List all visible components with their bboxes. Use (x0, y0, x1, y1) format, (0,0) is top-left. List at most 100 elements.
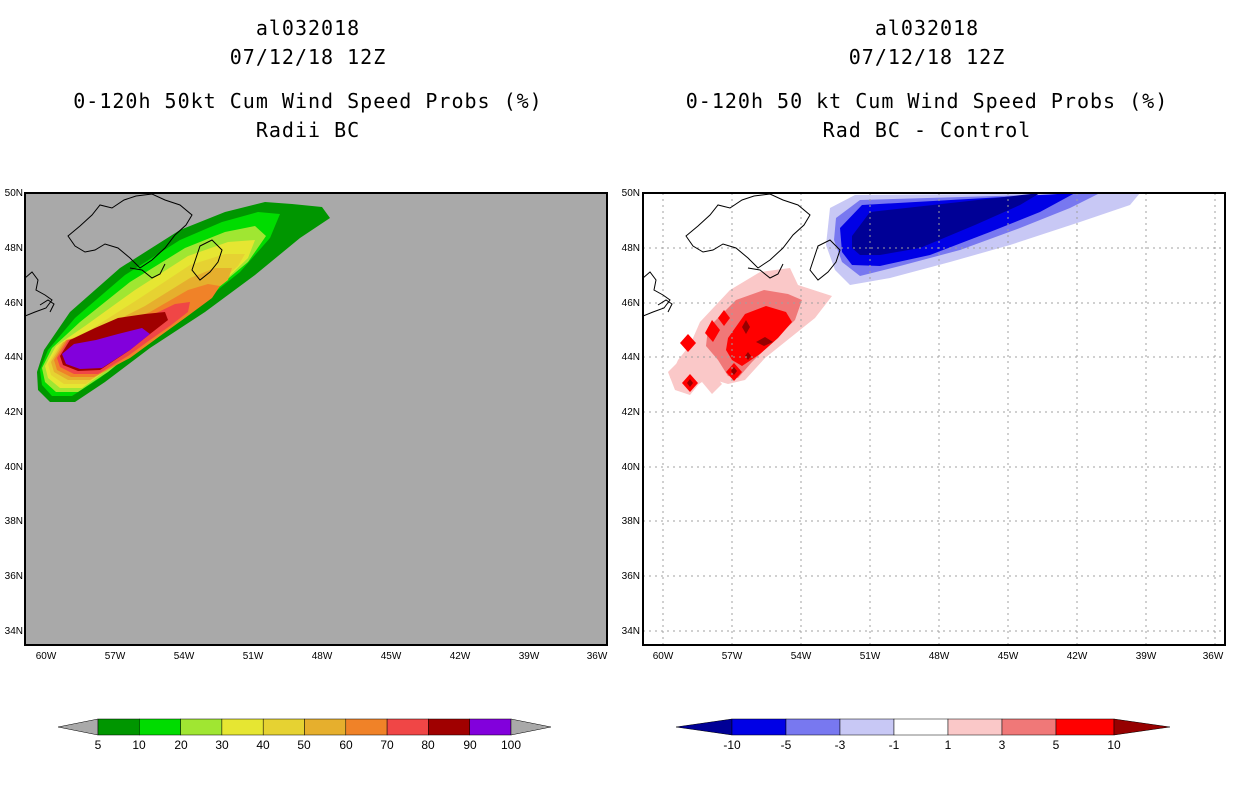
right-gridlines (643, 193, 1225, 645)
right-colorbar-label: 5 (1053, 738, 1060, 752)
right-title: 0-120h 50 kt Cum Wind Speed Probs (%) (685, 89, 1169, 113)
right-lon-label: 51W (860, 651, 881, 662)
prob-band-90 (62, 328, 150, 369)
left-colorbar-swatch (97, 718, 140, 736)
right-lon-label: 36W (1203, 651, 1224, 662)
left-colorbar-label: 40 (256, 738, 270, 752)
right-lat-label: 42N (622, 407, 640, 418)
left-lat-label: 42N (5, 407, 23, 418)
right-subtitle: Rad BC - Control (822, 118, 1032, 142)
left-storm-id: al032018 (255, 16, 361, 40)
left-coastlines (25, 193, 223, 317)
diff-band-plus-10-c (745, 352, 751, 360)
left-lon-label: 36W (587, 651, 608, 662)
left-date: 07/12/18 12Z (229, 45, 387, 69)
left-colorbar-low-arrow (57, 718, 99, 736)
left-lat-labels: 50N 48N 46N 44N 42N 40N 38N 36N 34N (5, 188, 23, 637)
right-lat-label: 46N (622, 298, 640, 309)
right-lat-label: 44N (622, 352, 640, 363)
right-colorbar-label: -10 (723, 738, 741, 752)
left-lon-label: 48W (312, 651, 333, 662)
right-colorbar-label: -1 (889, 738, 900, 752)
right-coastlines (643, 193, 841, 317)
right-lon-label: 42W (1067, 651, 1088, 662)
left-colorbar-label: 5 (95, 738, 102, 752)
left-colorbar-high-arrow (510, 718, 552, 736)
left-colorbar-label: 20 (174, 738, 188, 752)
right-lon-label: 39W (1136, 651, 1157, 662)
diff-band-plus-5-a (680, 334, 696, 352)
right-colorbar-swatch (1001, 718, 1057, 736)
left-colorbar-swatch (345, 718, 388, 736)
diff-band-plus-5 (726, 306, 792, 366)
right-lon-label: 57W (722, 651, 743, 662)
right-lat-label: 36N (622, 571, 640, 582)
left-colorbar-label: 30 (215, 738, 229, 752)
left-lon-label: 42W (450, 651, 471, 662)
left-subtitle: Radii BC (255, 118, 361, 142)
left-colorbar-swatch (304, 718, 347, 736)
left-lat-label: 34N (5, 626, 23, 637)
diff-band-minus-10 (852, 193, 1040, 255)
left-colorbar-swatch (221, 718, 264, 736)
left-colorbar-label: 70 (380, 738, 394, 752)
left-lat-label: 50N (5, 188, 23, 199)
right-date: 07/12/18 12Z (848, 45, 1006, 69)
right-lat-labels: 50N 48N 46N 44N 42N 40N 38N 36N 34N (622, 188, 640, 637)
right-colorbar-swatch (731, 718, 787, 736)
right-lon-label: 60W (653, 651, 674, 662)
right-map-background (643, 193, 1225, 645)
right-difference-shading (668, 193, 1140, 395)
left-colorbar-label: 50 (297, 738, 311, 752)
left-lat-label: 40N (5, 462, 23, 473)
left-lat-label: 36N (5, 571, 23, 582)
right-lat-label: 34N (622, 626, 640, 637)
left-colorbar-label: 60 (339, 738, 353, 752)
left-lon-label: 57W (105, 651, 126, 662)
left-lon-label: 45W (381, 651, 402, 662)
right-colorbar-label: 3 (999, 738, 1006, 752)
left-colorbar-swatch (180, 718, 223, 736)
diff-band-plus-5-c (705, 320, 720, 342)
diff-band-plus-10-b (756, 337, 773, 346)
left-title: 0-120h 50kt Cum Wind Speed Probs (%) (73, 89, 543, 113)
left-lon-label: 60W (36, 651, 57, 662)
right-lat-label: 50N (622, 188, 640, 199)
left-colorbar-swatch (386, 718, 429, 736)
left-colorbar: 5 10 20 30 40 50 60 70 80 90 100 (57, 718, 552, 752)
diff-band-plus-5-e (718, 310, 730, 326)
left-lon-label: 39W (519, 651, 540, 662)
right-lon-label: 48W (929, 651, 950, 662)
right-colorbar: -10 -5 -3 -1 1 3 5 10 (675, 718, 1171, 752)
left-colorbar-swatch (262, 718, 305, 736)
left-colorbar-label: 80 (421, 738, 435, 752)
left-colorbar-swatch (428, 718, 470, 736)
right-lat-label: 38N (622, 516, 640, 527)
left-colorbar-label: 90 (463, 738, 477, 752)
right-colorbar-swatch (839, 718, 895, 736)
left-lon-labels: 60W 57W 54W 51W 48W 45W 42W 39W 36W (36, 651, 608, 662)
diff-band-plus-10-a (742, 320, 750, 334)
left-colorbar-swatch (469, 718, 512, 736)
right-lat-label: 40N (622, 462, 640, 473)
left-lon-label: 51W (243, 651, 264, 662)
right-colorbar-high-arrow (1113, 718, 1171, 736)
right-colorbar-swatch (947, 718, 1003, 736)
right-lon-label: 54W (791, 651, 812, 662)
left-lat-label: 44N (5, 352, 23, 363)
left-map-background (25, 193, 607, 645)
right-colorbar-label: 1 (945, 738, 952, 752)
right-lat-label: 48N (622, 243, 640, 254)
left-lat-label: 38N (5, 516, 23, 527)
left-lat-label: 48N (5, 243, 23, 254)
right-lon-labels: 60W 57W 54W 51W 48W 45W 42W 39W 36W (653, 651, 1224, 662)
right-lon-label: 45W (998, 651, 1019, 662)
left-colorbar-swatch (139, 718, 181, 736)
right-title-block: al032018 07/12/18 12Z 0-120h 50 kt Cum W… (618, 14, 1236, 145)
right-map (642, 192, 1226, 646)
right-colorbar-label: 10 (1107, 738, 1121, 752)
left-lat-label: 46N (5, 298, 23, 309)
left-lon-label: 54W (174, 651, 195, 662)
right-colorbar-swatch (893, 718, 949, 736)
left-probability-shading (37, 202, 330, 402)
